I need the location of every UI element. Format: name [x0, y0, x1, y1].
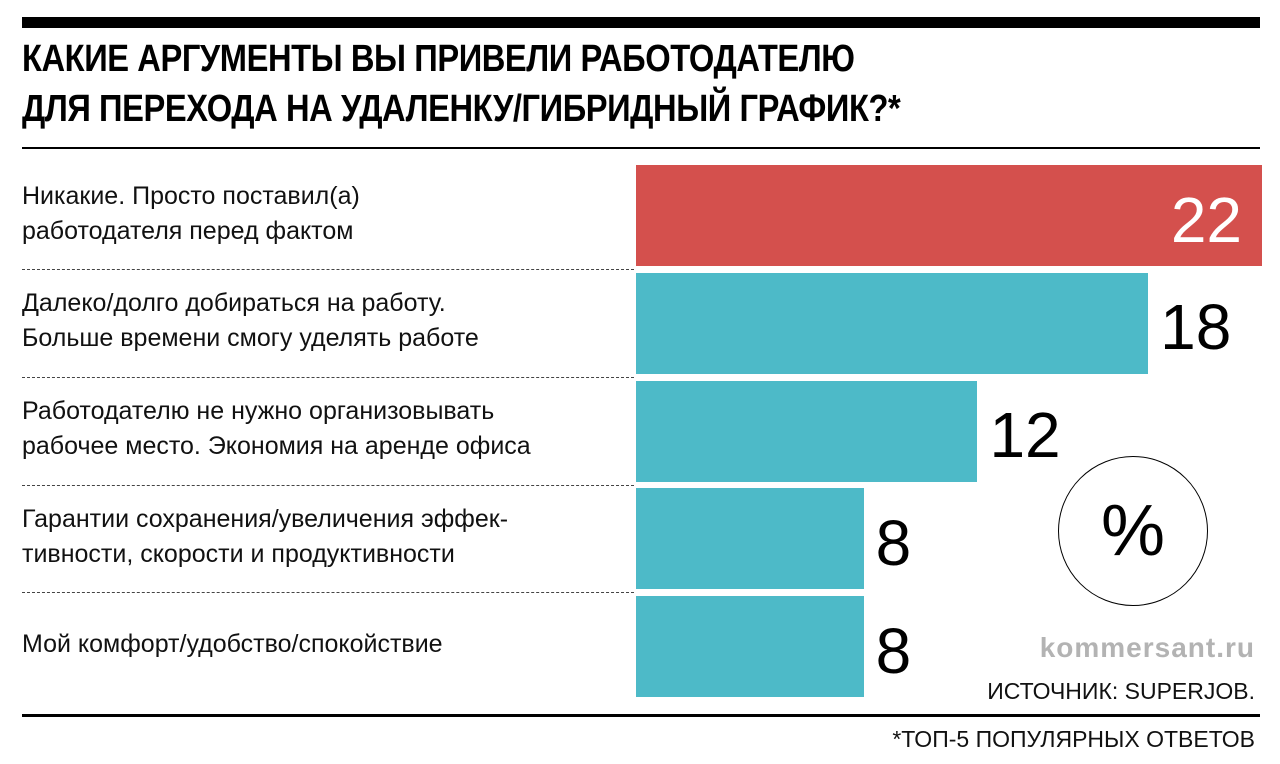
percent-unit-badge: %: [1058, 456, 1208, 606]
category-label-line: работодателя перед фактом: [22, 216, 354, 245]
unit-label: %: [1100, 491, 1166, 571]
category-label-line: рабочее место. Экономия на аренде офиса: [22, 432, 531, 461]
category-label-line: Гарантии сохранения/увеличения эффек-: [22, 504, 509, 533]
category-label-line: Больше времени смогу уделять работе: [22, 324, 479, 353]
row-separator: [22, 269, 634, 270]
category-label-line: тивности, скорости и продуктивности: [22, 539, 455, 568]
bar-0: [636, 165, 1262, 266]
bar-2: [636, 380, 978, 482]
title-divider: [22, 147, 1260, 149]
row-separator: [22, 376, 634, 378]
bar-1: [636, 272, 1149, 374]
category-label: Далеко/долго добираться на работу. Больше…: [22, 286, 479, 356]
category-label: Гарантии сохранения/увеличения эффек-тив…: [22, 502, 508, 572]
bottom-divider: [22, 714, 1260, 717]
site-watermark: kommersant.ru: [1039, 632, 1255, 663]
category-label: Мой комфорт/удобство/спокойствие: [22, 627, 443, 662]
value-label: 8: [875, 614, 912, 687]
value-label: 18: [1160, 291, 1232, 364]
value-label: 12: [989, 399, 1061, 472]
chart-title-line-2: ДЛЯ ПЕРЕХОДА НА УДАЛЕНКУ/ГИБРИДНЫЙ ГРАФИ…: [22, 88, 901, 130]
category-label-line: Работодателю не нужно организовывать: [22, 397, 495, 426]
value-label: 22: [1170, 183, 1242, 256]
row-separator: [22, 592, 634, 594]
footnote: *ТОП-5 ПОПУЛЯРНЫХ ОТВЕТОВ: [892, 726, 1255, 752]
category-label-line: Мой комфорт/удобство/спокойствие: [22, 630, 443, 659]
category-label-line: Далеко/долго добираться на работу.: [22, 289, 446, 318]
category-label: Никакие. Просто поставил(а) работодателя …: [22, 179, 360, 249]
bar-4: [636, 596, 864, 698]
row-separator: [22, 484, 634, 486]
category-label-line: Никакие. Просто поставил(а): [22, 181, 360, 210]
source-note: ИСТОЧНИК: SUPERJOB.: [987, 678, 1255, 704]
value-label: 8: [875, 506, 912, 579]
chart-title-line-1: КАКИЕ АРГУМЕНТЫ ВЫ ПРИВЕЛИ РАБОТОДАТЕЛЮ: [22, 38, 855, 80]
category-label: Работодателю не нужно организовывать рабо…: [22, 394, 531, 464]
top-bar: [22, 17, 1260, 28]
bar-3: [636, 488, 864, 590]
